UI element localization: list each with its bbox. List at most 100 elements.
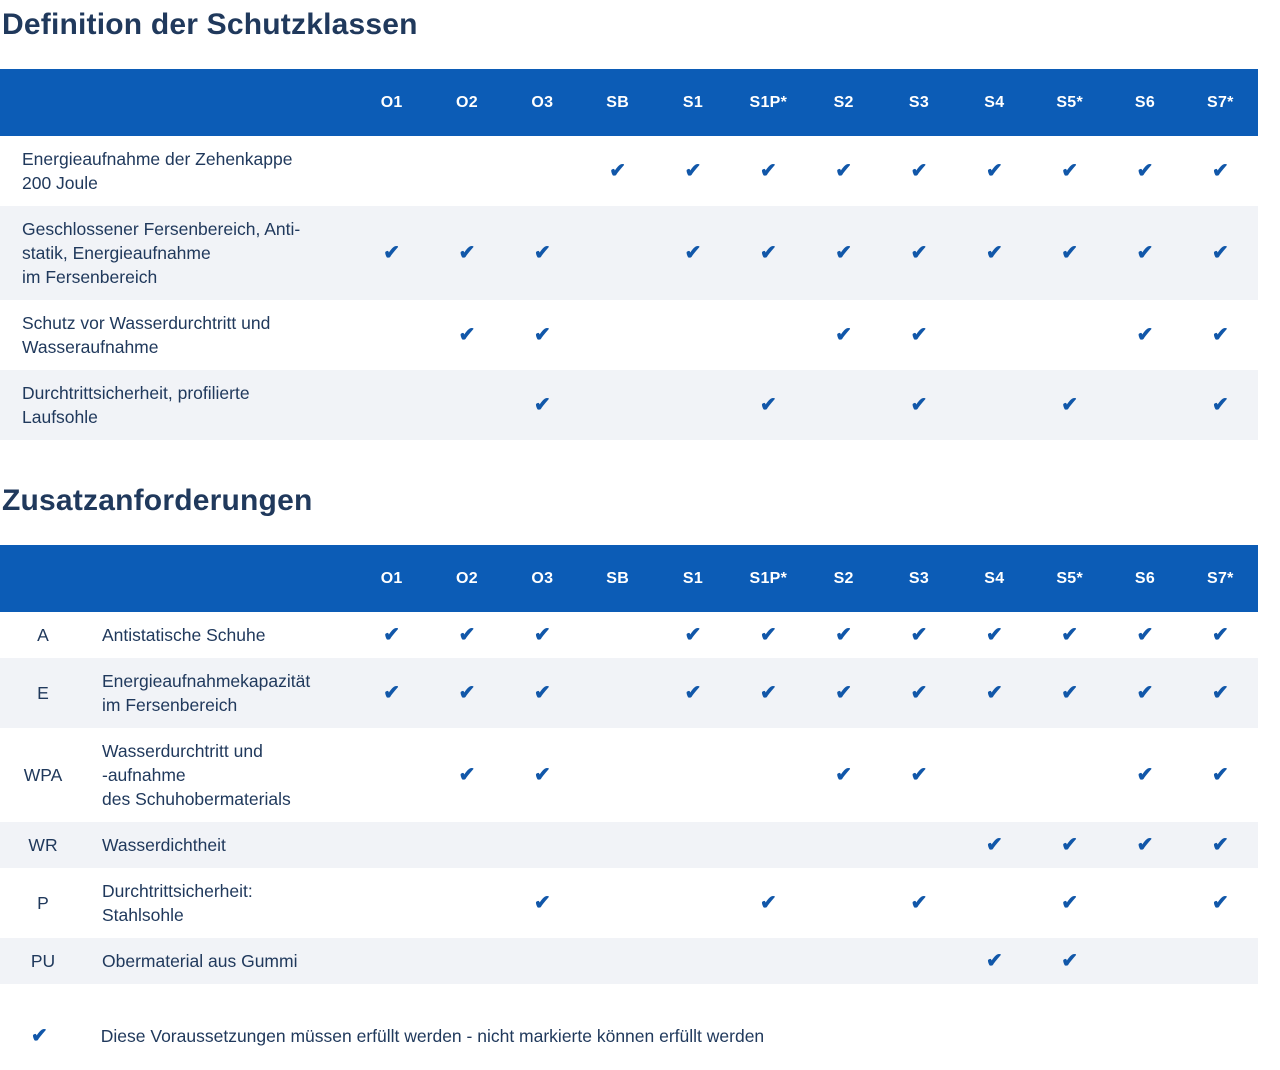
check-cell: ✔ (881, 323, 956, 347)
check-icon: ✔ (1211, 324, 1229, 346)
check-cell: ✔ (655, 241, 730, 265)
column-header: S5* (1056, 569, 1084, 587)
check-icon: ✔ (835, 160, 853, 182)
check-icon: ✔ (383, 682, 401, 704)
check-cell: ✔ (354, 241, 429, 265)
check-cell: ✔ (655, 623, 730, 647)
check-cell: ✔ (957, 681, 1032, 705)
check-icon: ✔ (835, 242, 853, 264)
check-cell: ✔ (806, 159, 881, 183)
check-cell: ✔ (1183, 681, 1258, 705)
column-header: O2 (456, 93, 478, 111)
check-cell: ✔ (1183, 323, 1258, 347)
check-icon: ✔ (985, 834, 1003, 856)
check-icon: ✔ (835, 682, 853, 704)
table-row: E Energieaufnahmekapazität im Fersenberei… (0, 658, 1258, 728)
column-header: O1 (380, 569, 403, 587)
check-icon: ✔ (910, 682, 928, 704)
column-header: O3 (531, 93, 554, 111)
check-cell: ✔ (881, 393, 956, 417)
check-cell: ✔ (580, 159, 655, 183)
row-label: Schutz vor Wasserdurchtritt und Wasserau… (22, 313, 271, 357)
check-cell: ✔ (1183, 763, 1258, 787)
check-icon: ✔ (910, 624, 928, 646)
table-zusatzanforderungen-body: A Antistatische Schuhe ✔ ✔ ✔ ✔ ✔ ✔ ✔ ✔ ✔ ✔ ✔ E Energie… (0, 612, 1258, 984)
check-cell: ✔ (957, 159, 1032, 183)
check-cell: ✔ (505, 891, 580, 915)
table-zusatzanforderungen: O1 O2 O3 SB S1 S1P* S2 S3 S4 S5* S6 S7* A Antistatis… (0, 545, 1258, 984)
check-icon: ✔ (910, 892, 928, 914)
section-title-zusatzanforderungen: Zusatzanforderungen (2, 484, 313, 517)
row-label: Obermaterial aus Gummi (102, 951, 298, 971)
row-label: Durchtrittsicherheit, profilierte Laufso… (22, 383, 250, 427)
check-icon: ✔ (383, 624, 401, 646)
check-cell: ✔ (429, 763, 504, 787)
check-icon: ✔ (1211, 892, 1229, 914)
check-icon: ✔ (533, 242, 551, 264)
check-cell: ✔ (957, 833, 1032, 857)
check-cell: ✔ (1032, 159, 1107, 183)
check-cell: ✔ (505, 681, 580, 705)
row-code: PU (30, 950, 56, 971)
check-icon: ✔ (458, 764, 476, 786)
check-cell: ✔ (1107, 681, 1182, 705)
check-cell: ✔ (731, 891, 806, 915)
check-cell: ✔ (1107, 241, 1182, 265)
row-label: Energieaufnahme der Zehenkappe 200 Joule (22, 149, 293, 193)
check-icon: ✔ (985, 160, 1003, 182)
check-cell: ✔ (1107, 623, 1182, 647)
check-cell: ✔ (881, 681, 956, 705)
row-label: Energieaufnahmekapazität im Fersenbereic… (102, 671, 311, 715)
check-cell: ✔ (505, 623, 580, 647)
check-cell: ✔ (957, 949, 1032, 973)
check-icon: ✔ (1061, 242, 1079, 264)
column-header: S7* (1206, 569, 1234, 587)
row-label: Wasserdichtheit (102, 835, 226, 855)
table-row: Durchtrittsicherheit, profilierte Laufso… (0, 370, 1258, 440)
check-cell: ✔ (957, 241, 1032, 265)
row-code: P (37, 892, 49, 913)
check-cell: ✔ (806, 681, 881, 705)
column-header: S3 (908, 93, 930, 111)
column-header: S1P* (749, 93, 788, 111)
check-icon: ✔ (1136, 834, 1154, 856)
check-icon: ✔ (684, 242, 702, 264)
check-icon: ✔ (835, 624, 853, 646)
check-icon: ✔ (1211, 624, 1229, 646)
check-icon: ✔ (1211, 160, 1229, 182)
check-cell: ✔ (429, 241, 504, 265)
check-cell: ✔ (1032, 241, 1107, 265)
check-icon: ✔ (910, 242, 928, 264)
check-cell: ✔ (881, 891, 956, 915)
column-header: O1 (380, 93, 403, 111)
column-header: S7* (1206, 93, 1234, 111)
check-cell: ✔ (806, 241, 881, 265)
check-cell: ✔ (1183, 623, 1258, 647)
row-label: Antistatische Schuhe (102, 625, 266, 645)
check-cell: ✔ (881, 623, 956, 647)
column-header: S1 (682, 569, 704, 587)
check-icon: ✔ (1061, 394, 1079, 416)
column-header: S3 (908, 569, 930, 587)
check-cell: ✔ (1107, 159, 1182, 183)
check-icon: ✔ (533, 682, 551, 704)
check-icon: ✔ (458, 682, 476, 704)
check-cell: ✔ (731, 241, 806, 265)
check-cell: ✔ (1183, 393, 1258, 417)
check-cell: ✔ (1032, 891, 1107, 915)
column-header: O2 (456, 569, 478, 587)
check-cell: ✔ (731, 159, 806, 183)
check-cell: ✔ (881, 241, 956, 265)
check-icon: ✔ (910, 764, 928, 786)
check-icon: ✔ (985, 682, 1003, 704)
check-cell: ✔ (505, 393, 580, 417)
column-header: O3 (531, 569, 554, 587)
check-cell: ✔ (1032, 949, 1107, 973)
check-icon: ✔ (1136, 242, 1154, 264)
check-icon: ✔ (1211, 242, 1229, 264)
row-label: Wasserdurchtritt und -aufnahme des Schuh… (102, 741, 291, 809)
check-cell: ✔ (731, 681, 806, 705)
check-icon: ✔ (31, 1025, 48, 1047)
check-icon: ✔ (1136, 324, 1154, 346)
check-icon: ✔ (985, 950, 1003, 972)
